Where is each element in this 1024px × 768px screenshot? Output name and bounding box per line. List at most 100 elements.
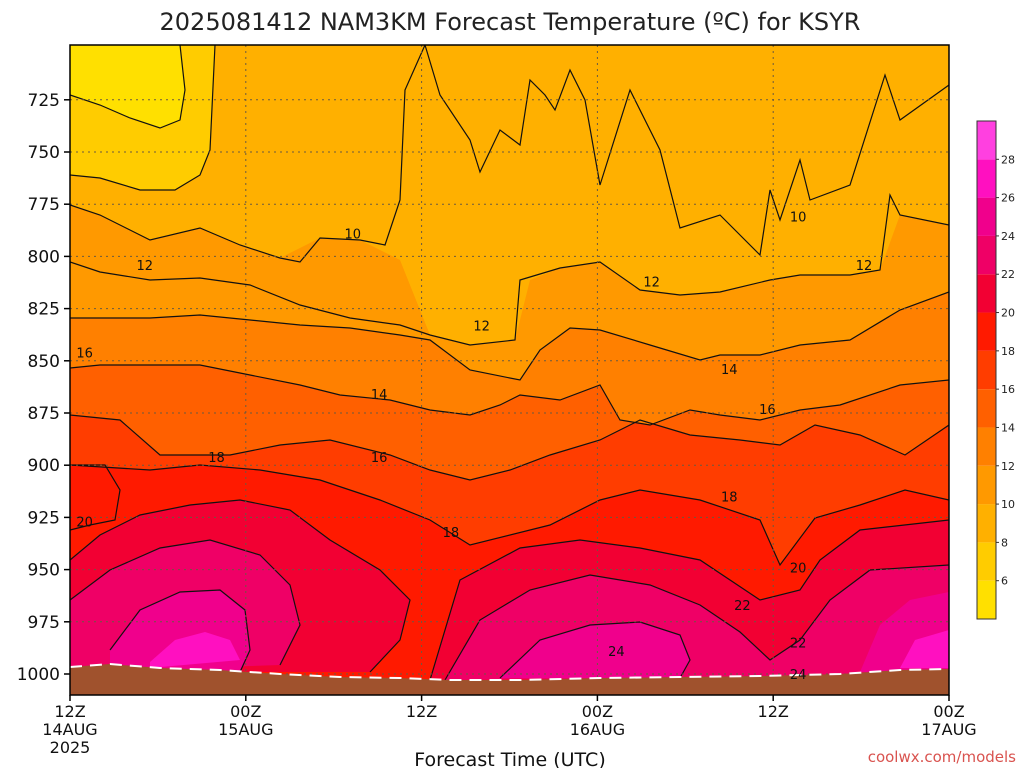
colorbar-swatch — [977, 274, 996, 313]
contour-label: 12 — [136, 259, 153, 274]
contour-label: 16 — [76, 346, 93, 361]
contour-label: 22 — [790, 637, 807, 652]
x-tick-label: 12Z — [406, 702, 437, 721]
surface-line — [69, 662, 950, 681]
x-tick-label: 16AUG — [570, 720, 625, 739]
contour-label: 18 — [721, 491, 738, 506]
y-tick-label: 1000 — [17, 665, 60, 685]
contour-labels: 10 10 12 12 12 12 14 14 16 16 16 18 18 18 20 20 22 22 24 24 — [76, 211, 872, 683]
colorbar-swatch — [977, 121, 996, 160]
colorbar-label: 28 — [1001, 153, 1015, 166]
isotherm-20-pocket — [70, 464, 121, 531]
isotherm-18 — [70, 414, 949, 481]
y-tick-label: 825 — [28, 300, 60, 320]
colorbar-label: 12 — [1001, 460, 1015, 473]
y-tick-label: 950 — [28, 561, 60, 581]
y-tick-label: 900 — [28, 456, 60, 476]
grid-lines — [70, 45, 949, 695]
band-6-8 — [70, 45, 185, 128]
isotherm-8 — [70, 45, 186, 129]
isotherm-26-left — [109, 589, 251, 673]
band-10-12 — [70, 45, 949, 345]
y-tick-label: 850 — [28, 352, 60, 372]
plot-frame — [69, 44, 950, 696]
colorbar-label: 24 — [1001, 230, 1015, 243]
x-tick-label: 12Z — [758, 702, 789, 721]
colorbar-swatch — [977, 389, 996, 428]
isotherm-24-right — [444, 564, 949, 681]
colorbar-swatch — [977, 427, 996, 466]
credit-text: coolwx.com/models — [868, 748, 1016, 766]
contour-label: 24 — [790, 668, 807, 683]
colorbar-label: 14 — [1001, 421, 1015, 434]
colorbar-swatch — [977, 504, 996, 543]
band-28-plus-far-right — [900, 630, 949, 668]
isotherm-22-left — [70, 499, 411, 673]
y-tick-label: 800 — [28, 247, 60, 267]
colorbar-label: 22 — [1001, 268, 1015, 281]
band-28-plus-left — [150, 632, 240, 668]
x-tick-label: 15AUG — [218, 720, 273, 739]
colorbar-label: 16 — [1001, 383, 1015, 396]
x-tick-label: 00Z — [230, 702, 261, 721]
colorbar-swatch — [977, 197, 996, 236]
contour-label: 10 — [344, 227, 361, 242]
contour-label: 10 — [790, 211, 807, 226]
contour-label: 20 — [790, 562, 807, 577]
isotherm-16 — [70, 364, 949, 426]
y-tick-label: 975 — [28, 613, 60, 633]
isotherm-lines — [70, 45, 949, 681]
contour-label: 16 — [371, 451, 388, 466]
isotherm-14 — [70, 291, 949, 381]
band-26-28-right — [500, 622, 690, 678]
contour-label: 14 — [371, 388, 388, 403]
contour-label: 12 — [643, 275, 660, 290]
colorbar-swatch — [977, 312, 996, 351]
contour-label: 24 — [608, 645, 625, 660]
x-tick-label: 12Z — [54, 702, 85, 721]
x-axis-label: Forecast Time (UTC) — [414, 749, 605, 768]
contour-label: 22 — [734, 599, 751, 614]
y-tick-label: 775 — [28, 195, 60, 215]
contour-label: 14 — [721, 363, 738, 378]
ground-below-surface — [70, 664, 949, 695]
colorbar-swatch — [977, 580, 996, 619]
chart-title: 2025081412 NAM3KM Forecast Temperature (… — [160, 8, 861, 36]
x-tick-label: 2025 — [50, 738, 91, 757]
isotherm-12 — [70, 192, 949, 346]
colorbar-label: 6 — [1001, 575, 1008, 588]
colorbar-swatch — [977, 542, 996, 581]
isotherm-20 — [70, 464, 949, 567]
temperature-fill-bands — [70, 45, 949, 695]
colorbar-label: 8 — [1001, 536, 1008, 549]
contour-label: 16 — [759, 403, 776, 418]
colorbar-swatch — [977, 159, 996, 198]
y-tick-label: 875 — [28, 404, 60, 424]
colorbar-frame — [976, 120, 997, 620]
colorbar-swatch — [977, 235, 996, 275]
contour-label: 18 — [208, 451, 225, 466]
isotherm-22-right — [429, 519, 949, 681]
colorbar-label: 26 — [1001, 192, 1015, 205]
y-tick-label: 725 — [28, 91, 60, 111]
contour-label: 12 — [473, 319, 490, 334]
isotherm-24-left — [70, 539, 301, 666]
y-tick-label: 750 — [28, 143, 60, 163]
y-tick-label: 925 — [28, 508, 60, 528]
colorbar-swatch — [977, 350, 996, 390]
colorbar-swatch — [977, 465, 996, 505]
colorbar: 6 8 10 12 14 16 18 20 22 24 26 28 — [976, 120, 1015, 620]
colorbar-label: 10 — [1001, 498, 1015, 511]
x-tick-label: 00Z — [582, 702, 613, 721]
contour-label: 12 — [856, 259, 873, 274]
isotherm-10-main — [70, 45, 949, 263]
y-axis-ticks: 725 750 775 800 825 850 875 900 925 950 975 1000 — [17, 91, 70, 685]
contour-label: 20 — [76, 516, 93, 531]
x-tick-label: 00Z — [933, 702, 964, 721]
colorbar-label: 20 — [1001, 307, 1015, 320]
x-tick-label: 17AUG — [921, 720, 976, 739]
isotherm-10-left — [70, 45, 216, 191]
